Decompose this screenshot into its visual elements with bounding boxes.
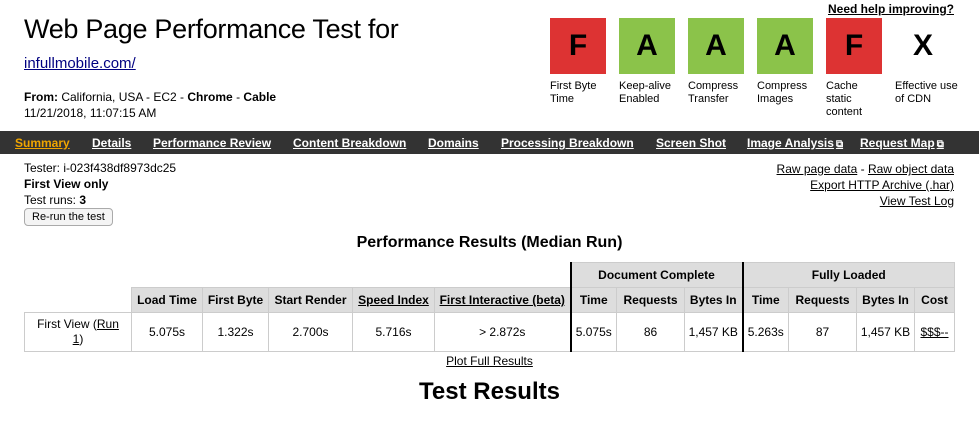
cell-dc-bytes: 1,457 KB — [684, 312, 743, 352]
cell-load-time: 5.075s — [131, 312, 203, 352]
tab-screen-shot[interactable]: Screen Shot — [656, 136, 727, 150]
table-row: First View (Run 1) 5.075s 1.322s 2.700s 5… — [24, 312, 955, 352]
data-links: Raw page data - Raw object data Export H… — [777, 161, 954, 209]
test-location: From: California, USA - EC2 - Chrome - C… — [24, 90, 277, 104]
help-improving-link[interactable]: Need help improving? — [827, 2, 954, 16]
col-fl-bytes: Bytes In — [856, 287, 915, 313]
from-location: California, USA - EC2 - — [61, 90, 188, 104]
tab-request-map[interactable]: Request Map ⧉ — [860, 136, 944, 150]
document-complete-header: Document Complete — [569, 262, 743, 288]
col-start-render: Start Render — [268, 287, 353, 313]
cell-speed-index: 5.716s — [352, 312, 435, 352]
tester-id: Tester: i-023f438df8973dc25 — [24, 161, 177, 175]
row-label: First View (Run 1) — [24, 312, 132, 352]
tab-image-analysis-label: Image Analysis — [747, 136, 834, 150]
table-group-header-row: Document Complete Fully Loaded — [24, 262, 955, 288]
raw-page-data-link[interactable]: Raw page data — [776, 162, 858, 176]
external-link-icon: ⧉ — [936, 139, 944, 150]
tab-processing-breakdown[interactable]: Processing Breakdown — [501, 136, 634, 150]
col-cost: Cost — [914, 287, 955, 313]
tab-request-map-label: Request Map — [860, 136, 935, 150]
tab-domains[interactable]: Domains — [428, 136, 479, 150]
grade-box: A — [757, 18, 813, 74]
grade-cdn[interactable]: X Effective use of CDN — [895, 18, 958, 106]
blank-cell — [24, 262, 571, 288]
col-fl-requests: Requests — [788, 287, 857, 313]
first-interactive-link[interactable]: First Interactive (beta) — [439, 293, 565, 307]
connection-type: Cable — [243, 90, 277, 104]
cell-fl-bytes: 1,457 KB — [856, 312, 915, 352]
grade-cache-static[interactable]: F Cache static content — [826, 18, 882, 119]
grade-compress-transfer[interactable]: A Compress Transfer — [688, 18, 744, 106]
row-label-text: First View ( — [37, 317, 97, 331]
grade-label: Keep-alive Enabled — [619, 80, 671, 105]
test-results-heading: Test Results — [419, 378, 560, 405]
grade-label: First Byte Time — [550, 80, 597, 105]
blank-cell — [24, 287, 132, 313]
cost-link[interactable]: $$$-- — [920, 325, 949, 339]
grade-compress-images[interactable]: A Compress Images — [757, 18, 813, 106]
results-nav-bar: Summary Details Performance Review Conte… — [0, 131, 979, 154]
col-first-byte: First Byte — [202, 287, 269, 313]
first-view-only: First View only — [24, 177, 109, 191]
col-load-time: Load Time — [131, 287, 203, 313]
cell-first-byte: 1.322s — [202, 312, 269, 352]
tab-performance-review[interactable]: Performance Review — [153, 136, 272, 150]
grade-label: Effective use of CDN — [895, 80, 958, 105]
cell-fl-requests: 87 — [788, 312, 857, 352]
export-har-link[interactable]: Export HTTP Archive (.har) — [810, 178, 954, 192]
grade-label: Compress Transfer — [688, 80, 739, 105]
link-separator: - — [857, 162, 868, 176]
grade-box: F — [550, 18, 606, 74]
grade-box: X — [895, 18, 951, 74]
cell-dc-requests: 86 — [616, 312, 685, 352]
col-dc-requests: Requests — [616, 287, 685, 313]
browser-name: Chrome — [187, 90, 233, 104]
grade-label: Compress Images — [757, 80, 808, 105]
grade-keep-alive[interactable]: A Keep-alive Enabled — [619, 18, 675, 106]
fully-loaded-header: Fully Loaded — [741, 262, 955, 288]
cell-cost[interactable]: $$$-- — [914, 312, 955, 352]
external-link-icon: ⧉ — [835, 139, 844, 150]
test-runs: Test runs: 3 — [24, 193, 86, 207]
test-datetime: 11/21/2018, 11:07:15 AM — [24, 106, 157, 120]
cell-start-render: 2.700s — [268, 312, 353, 352]
col-dc-time: Time — [569, 287, 617, 313]
grade-box: A — [688, 18, 744, 74]
grade-box: A — [619, 18, 675, 74]
plot-full-results-link[interactable]: Plot Full Results — [446, 354, 533, 368]
tab-summary[interactable]: Summary — [15, 136, 70, 150]
cell-fl-time: 5.263s — [741, 312, 789, 352]
tested-url-link[interactable]: infullmobile.com/ — [24, 55, 136, 72]
from-label: From: — [24, 90, 58, 104]
performance-results-title: Performance Results (Median Run) — [356, 234, 623, 251]
col-dc-bytes: Bytes In — [684, 287, 743, 313]
performance-results-table: Document Complete Fully Loaded Load Time… — [24, 262, 955, 352]
cell-dc-time: 5.075s — [569, 312, 617, 352]
tab-image-analysis[interactable]: Image Analysis ⧉ — [747, 136, 843, 150]
tab-content-breakdown[interactable]: Content Breakdown — [293, 136, 407, 150]
test-runs-label: Test runs: — [24, 193, 80, 207]
view-test-log-link[interactable]: View Test Log — [879, 194, 954, 208]
plot-full-results: Plot Full Results — [0, 354, 979, 368]
table-header-row: Load Time First Byte Start Render Speed … — [24, 287, 955, 313]
grade-box: F — [826, 18, 882, 74]
col-first-interactive[interactable]: First Interactive (beta) — [434, 287, 571, 313]
col-fl-time: Time — [741, 287, 789, 313]
raw-object-data-link[interactable]: Raw object data — [867, 162, 954, 176]
run-1-link[interactable]: Run — [96, 317, 119, 331]
cell-first-interactive: > 2.872s — [434, 312, 571, 352]
rerun-test-button[interactable]: Re-run the test — [24, 208, 113, 226]
row-label-close: ) — [79, 332, 84, 346]
tab-details[interactable]: Details — [92, 136, 132, 150]
test-runs-value: 3 — [79, 193, 87, 207]
grade-first-byte-time[interactable]: F First Byte Time — [550, 18, 606, 106]
col-speed-index[interactable]: Speed Index — [352, 287, 435, 313]
page-title: Web Page Performance Test for — [24, 14, 399, 44]
speed-index-link[interactable]: Speed Index — [358, 293, 429, 307]
grade-label: Cache static content — [826, 80, 863, 118]
run-1-link-number[interactable]: 1 — [72, 332, 80, 346]
